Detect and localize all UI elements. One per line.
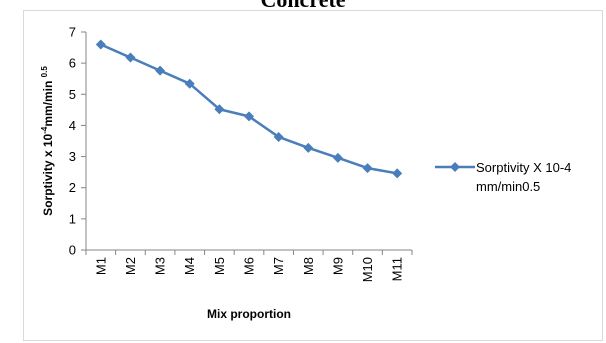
legend-marker — [450, 162, 460, 172]
data-point — [362, 163, 373, 174]
x-tick-label: M7 — [271, 257, 286, 275]
y-axis-label: Sorptivity x 10-4mm/min 0.5 — [40, 66, 55, 216]
x-tick-label: M4 — [182, 257, 197, 275]
legend-label-line1: Sorptivity X 10-4 — [476, 160, 571, 175]
data-point — [95, 39, 106, 50]
y-tick-label: 4 — [69, 118, 76, 133]
x-tick-label: M6 — [242, 257, 257, 275]
y-tick-label: 5 — [69, 87, 76, 102]
data-point — [332, 152, 343, 163]
data-point — [184, 78, 195, 89]
y-tick-label: 1 — [69, 211, 76, 226]
y-tick-label: 3 — [69, 149, 76, 164]
series-line — [100, 43, 398, 175]
series-layer — [95, 39, 403, 179]
chart-border — [23, 10, 603, 341]
y-axis: 0 1 2 3 4 5 6 7 — [69, 25, 87, 258]
y-tick-label: 7 — [69, 25, 76, 40]
x-tick-label: M5 — [212, 257, 227, 275]
x-tick-label: M8 — [301, 257, 316, 275]
x-axis: M1 M2 M3 M4 M5 M6 M7 M8 M9 M10 M11 — [85, 249, 413, 282]
x-axis-label: Mix proportion — [207, 307, 291, 321]
data-point — [214, 104, 225, 115]
x-tick-label: M10 — [360, 257, 375, 282]
data-point — [273, 131, 284, 142]
legend: Sorptivity X 10-4 mm/min0.5 — [435, 160, 575, 194]
data-point — [125, 52, 136, 63]
data-point — [155, 65, 166, 76]
data-point — [392, 168, 403, 179]
chart-title: Concrete — [0, 0, 606, 14]
legend-label-line2: mm/min0.5 — [476, 179, 540, 194]
y-axis-label-exp1: -4 — [40, 126, 49, 134]
x-tick-label: M2 — [123, 257, 138, 275]
data-point — [244, 111, 254, 122]
y-axis-label-base: Sorptivity x 10 — [41, 133, 55, 215]
y-axis-label-mid: mm/min — [41, 77, 55, 126]
y-tick-label: 0 — [69, 243, 76, 258]
x-tick-label: M9 — [330, 257, 345, 275]
y-tick-label: 2 — [69, 180, 76, 195]
y-tick-label: 6 — [69, 56, 76, 71]
x-tick-label: M1 — [93, 257, 108, 275]
x-tick-label: M3 — [153, 257, 168, 275]
legend-label: Sorptivity X 10-4 mm/min0.5 — [476, 160, 575, 194]
x-tick-label: M11 — [390, 257, 405, 281]
data-point — [303, 142, 314, 153]
y-axis-label-exp2: 0.5 — [40, 66, 49, 78]
